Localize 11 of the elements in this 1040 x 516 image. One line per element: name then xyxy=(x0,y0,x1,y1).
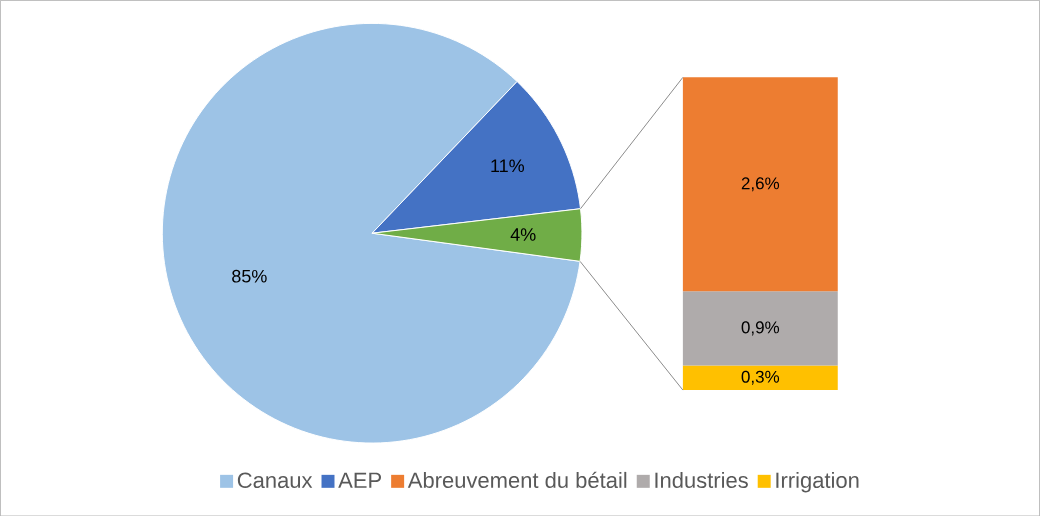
data-label: 0,3% xyxy=(741,370,780,385)
data-label: 4% xyxy=(510,228,536,241)
legend-label: Irrigation xyxy=(776,471,859,493)
legend-label: Industries xyxy=(655,471,748,488)
legend-label: AEP xyxy=(338,472,381,488)
data-label: 2,6% xyxy=(741,177,780,192)
data-label: 85% xyxy=(232,269,267,283)
legend-label: Abreuvement du bétail xyxy=(407,471,627,488)
legend-label: Canaux xyxy=(237,472,313,488)
data-label: 11% xyxy=(491,159,525,172)
data-label: 0,9% xyxy=(741,321,780,336)
